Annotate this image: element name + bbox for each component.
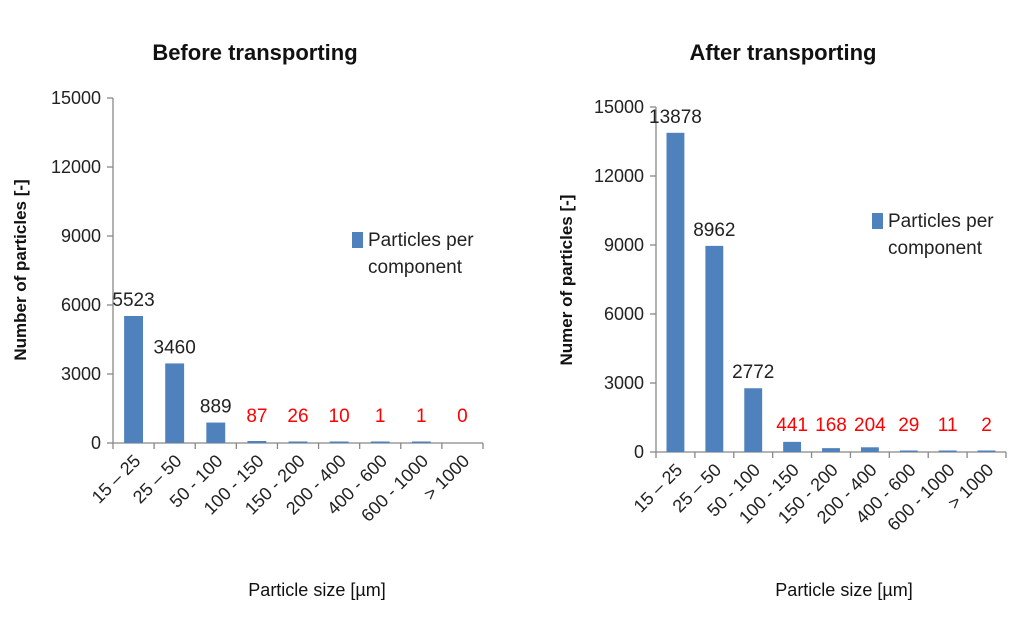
bar bbox=[783, 441, 802, 452]
bar bbox=[288, 441, 308, 443]
bar-data-label: 0 bbox=[457, 406, 468, 427]
y-tick-label: 0 bbox=[91, 433, 101, 453]
y-tick-label: 12000 bbox=[51, 157, 101, 177]
bar-data-label: 13878 bbox=[649, 107, 702, 128]
x-axis-label: Particle size [µm] bbox=[248, 580, 385, 600]
bar bbox=[411, 441, 431, 443]
bar bbox=[165, 363, 185, 443]
bar-data-label: 441 bbox=[776, 415, 808, 436]
bar-data-label: 26 bbox=[287, 406, 308, 427]
bar bbox=[124, 315, 144, 443]
y-tick-label: 9000 bbox=[604, 235, 644, 255]
bar-data-label: 1 bbox=[375, 406, 386, 427]
bar-data-label: 168 bbox=[815, 415, 847, 436]
y-tick-label: 15000 bbox=[51, 88, 101, 108]
bar-data-label: 5523 bbox=[112, 290, 154, 311]
y-tick-label: 6000 bbox=[61, 295, 101, 315]
y-tick-label: 6000 bbox=[604, 304, 644, 324]
bar bbox=[666, 132, 685, 452]
bar bbox=[822, 448, 840, 452]
y-axis-label: Number of particles [-] bbox=[11, 179, 30, 360]
legend-text-line: component bbox=[888, 238, 983, 259]
y-axis-label: Numer of particles [-] bbox=[557, 195, 576, 366]
bar-data-label: 1 bbox=[416, 406, 427, 427]
legend-text-line: component bbox=[368, 257, 463, 278]
bar-data-label: 10 bbox=[329, 406, 350, 427]
legend-swatch bbox=[352, 232, 363, 248]
bar-data-label: 8962 bbox=[693, 220, 735, 241]
y-tick-label: 3000 bbox=[61, 364, 101, 384]
legend-text-line: Particles per bbox=[368, 230, 474, 251]
chart-title: Before transporting bbox=[152, 40, 357, 65]
bar-data-label: 889 bbox=[200, 397, 232, 418]
bar-data-label: 2772 bbox=[732, 362, 774, 383]
legend-swatch bbox=[872, 213, 883, 229]
legend-text-line: Particles per bbox=[888, 211, 994, 232]
y-tick-label: 3000 bbox=[604, 373, 644, 393]
y-tick-label: 12000 bbox=[594, 166, 644, 186]
chart-title: After transporting bbox=[690, 40, 877, 65]
bar bbox=[977, 450, 996, 452]
bar-data-label: 3460 bbox=[154, 337, 196, 358]
bar-data-label: 204 bbox=[854, 415, 886, 436]
bar bbox=[247, 440, 267, 443]
bar bbox=[206, 422, 226, 443]
y-tick-label: 9000 bbox=[61, 226, 101, 246]
bar bbox=[938, 450, 957, 452]
y-tick-label: 15000 bbox=[594, 97, 644, 117]
bar-data-label: 2 bbox=[981, 415, 992, 436]
bar-data-label: 87 bbox=[246, 406, 267, 427]
bar bbox=[744, 388, 763, 452]
bar bbox=[899, 450, 918, 452]
bar bbox=[329, 441, 349, 443]
bar bbox=[705, 245, 724, 452]
y-tick-label: 0 bbox=[634, 442, 644, 462]
bar bbox=[370, 441, 390, 443]
bar-data-label: 29 bbox=[898, 415, 919, 436]
bar bbox=[860, 447, 879, 452]
x-axis-label: Particle size [µm] bbox=[775, 580, 912, 600]
bar-data-label: 11 bbox=[938, 415, 958, 436]
